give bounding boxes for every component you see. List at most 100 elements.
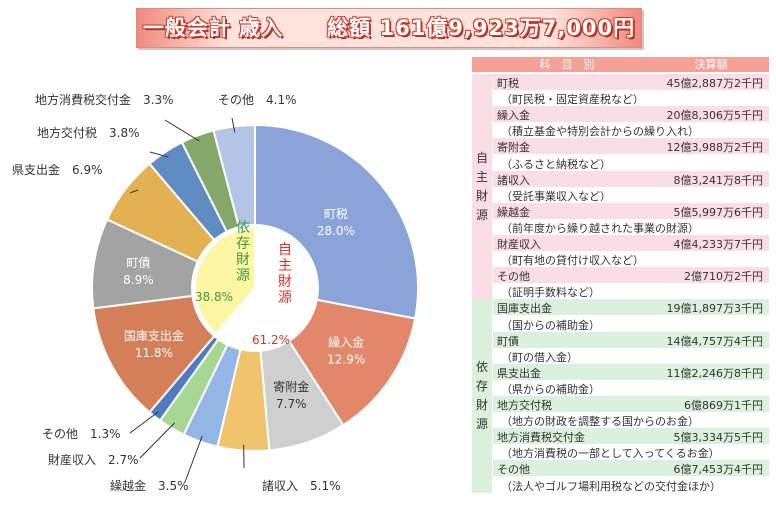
row-name: 諸収入 <box>497 173 530 187</box>
leader-line-5 <box>184 435 203 483</box>
table-row-description: （前年度から繰り越された事業の財源） <box>493 218 769 235</box>
revenue-breakdown-table: 科 目 別 決算額 自主財源町税 45億2,887万2千円 （町民税・固定資産税など… <box>472 57 769 503</box>
row-name: 地方交付税 <box>497 399 552 412</box>
leader-lines <box>129 117 245 483</box>
row-name: 寄附金 <box>497 141 530 155</box>
group-label-char: 依 <box>475 359 488 374</box>
header-item: 科 目 別 <box>539 58 595 71</box>
slice-label-13: その他 4.1% <box>218 93 297 107</box>
leader-line-13 <box>231 117 236 133</box>
group-label-char: 源 <box>475 416 488 431</box>
header-amount: 決算額 <box>694 58 728 71</box>
table-header: 科 目 別 決算額 <box>472 57 769 72</box>
row-name: 財産収入 <box>497 238 541 251</box>
table-row: 国庫支出金 19億1,897万3千円 <box>493 299 769 316</box>
group-side-1: 自主財源 <box>472 74 492 300</box>
leader-line-11 <box>149 151 169 158</box>
title-banner: 一般会計 歳入 総額 161億9,923万7,000円 <box>136 8 642 48</box>
table-row: 繰入金 20億8,306万5千円 <box>493 106 769 123</box>
row-amount: 19億1,897万3千円 <box>666 302 764 316</box>
group-label-char: 主 <box>475 169 488 184</box>
row-amount: 20億8,306万5千円 <box>666 109 764 123</box>
slice-label-3: 寄附金 <box>273 379 309 394</box>
table-row-description: （地方の財政を調整する国からのお金） <box>493 412 769 429</box>
row-description: （町民税・固定資産税など） <box>501 93 644 107</box>
inner-label-dependent-char-1: 依 <box>236 220 250 236</box>
row-amount: 5億5,997万6千円 <box>673 205 764 219</box>
table-row-description: （町民税・固定資産税など） <box>493 90 769 107</box>
slice-label-8: 国庫支出金 <box>124 328 184 343</box>
inner-slice-dependent-revenue <box>194 226 256 336</box>
leader-line-12 <box>164 119 200 142</box>
inner-label-dependent-char-2: 存 <box>236 236 250 252</box>
slice-value-1: 28.0% <box>317 224 355 238</box>
slice-value-2: 12.9% <box>327 353 365 367</box>
slice-label-12: 地方消費税交付金 3.3% <box>35 92 174 107</box>
slice-label-9: 町債 <box>126 255 150 270</box>
table-row: 財産収入 4億4,233万7千円 <box>493 235 769 251</box>
table-row: 地方交付税 6億869万1千円 <box>493 396 769 412</box>
slice-label-5: 繰越金 3.5% <box>110 478 189 493</box>
row-amount: 2億710万2千円 <box>684 270 763 284</box>
leader-line-10 <box>129 189 139 194</box>
row-description: （積立基金や特別会計からの繰り入れ） <box>501 125 699 139</box>
group-side-2: 依存財源 <box>472 299 492 493</box>
slice-labels: 依存財源38.8%自主財源61.2%町税28.0%繰入金12.9%寄附金7.7%… <box>12 92 365 493</box>
row-description: （受託事業収入など） <box>501 189 611 203</box>
table-row: 繰越金 5億5,997万6千円 <box>493 202 769 219</box>
group-label-char: 自 <box>475 150 488 165</box>
table-row-description: （ふるさと納税など） <box>493 154 769 171</box>
slice-label-6: 財産収入 2.7% <box>48 452 139 467</box>
row-description: （法人やゴルフ場利用税などの交付金ほか） <box>501 479 721 493</box>
slice-value-8: 11.8% <box>135 346 173 360</box>
row-amount: 14億4,757万4千円 <box>666 334 764 348</box>
chart-title: 一般会計 歳入 総額 161億9,923万7,000円 <box>142 16 636 40</box>
slice-label-10: 県支出金 6.9% <box>12 162 103 177</box>
slice-label-2: 繰入金 <box>328 335 364 350</box>
inner-value-dependent: 38.8% <box>195 290 233 304</box>
inner-label-dependent-char-3: 財 <box>236 252 250 268</box>
row-name: 町税 <box>497 77 519 90</box>
table-row-description: （積立基金や特別会計からの繰り入れ） <box>493 122 769 139</box>
inner-label-own-char-3: 財 <box>278 274 292 290</box>
row-amount: 11億2,246万8千円 <box>666 366 764 380</box>
table-row: 諸収入 8億3,241万8千円 <box>493 170 769 187</box>
table-row-description: （地方消費税の一部として入ってくるお金） <box>493 444 769 461</box>
table-row-description: （受託事業収入など） <box>493 186 769 203</box>
slice-value-9: 8.9% <box>123 273 154 287</box>
inner-slices <box>191 224 319 352</box>
table-row: 県支出金 11億2,246万8千円 <box>493 363 769 380</box>
slice-label-4: 諸収入 5.1% <box>262 478 341 493</box>
table-row: 地方消費税交付金 5億3,334万5千円 <box>493 428 769 445</box>
row-name: 繰越金 <box>497 205 530 219</box>
leader-line-6 <box>139 422 176 459</box>
row-amount: 4億4,233万7千円 <box>673 238 764 251</box>
slice-label-11: 地方交付税 3.8% <box>37 125 140 140</box>
table-row-description: （証明手数料など） <box>493 283 769 300</box>
table-row-description: （町有地の貸付け収入など） <box>493 251 769 268</box>
group-label-char: 源 <box>475 207 488 222</box>
row-description: （県からの補助金） <box>501 382 600 396</box>
row-description: （地方の財政を調整する国からのお金） <box>501 415 699 429</box>
row-description: （地方消費税の一部として入ってくるお金） <box>501 447 720 461</box>
table-row: 町税 45億2,887万2千円 <box>493 74 769 90</box>
inner-slice-own-revenue <box>214 226 316 349</box>
row-description: （国からの補助金） <box>501 318 600 332</box>
table-row: 町債 14億4,757万4千円 <box>493 331 769 348</box>
table-row-description: （町の借入金） <box>493 347 769 364</box>
table-row-description: （国からの補助金） <box>493 315 769 332</box>
row-name: 地方消費税交付金 <box>497 431 585 445</box>
row-description: （ふるさと納税など） <box>501 157 611 171</box>
inner-label-dependent-char-4: 源 <box>236 268 250 284</box>
row-name: 県支出金 <box>497 366 541 380</box>
slice-label-1: 町税 <box>324 207 348 221</box>
row-description: （町有地の貸付け収入など） <box>501 254 644 268</box>
row-amount: 6億869万1千円 <box>684 399 763 412</box>
row-name: 繰入金 <box>497 109 530 123</box>
row-amount: 8億3,241万8千円 <box>673 173 764 187</box>
row-name: 国庫支出金 <box>497 302 552 316</box>
inner-label-own-char-1: 自 <box>278 242 292 258</box>
table-row: その他 2億710万2千円 <box>493 267 769 284</box>
leader-line-7 <box>129 411 159 434</box>
